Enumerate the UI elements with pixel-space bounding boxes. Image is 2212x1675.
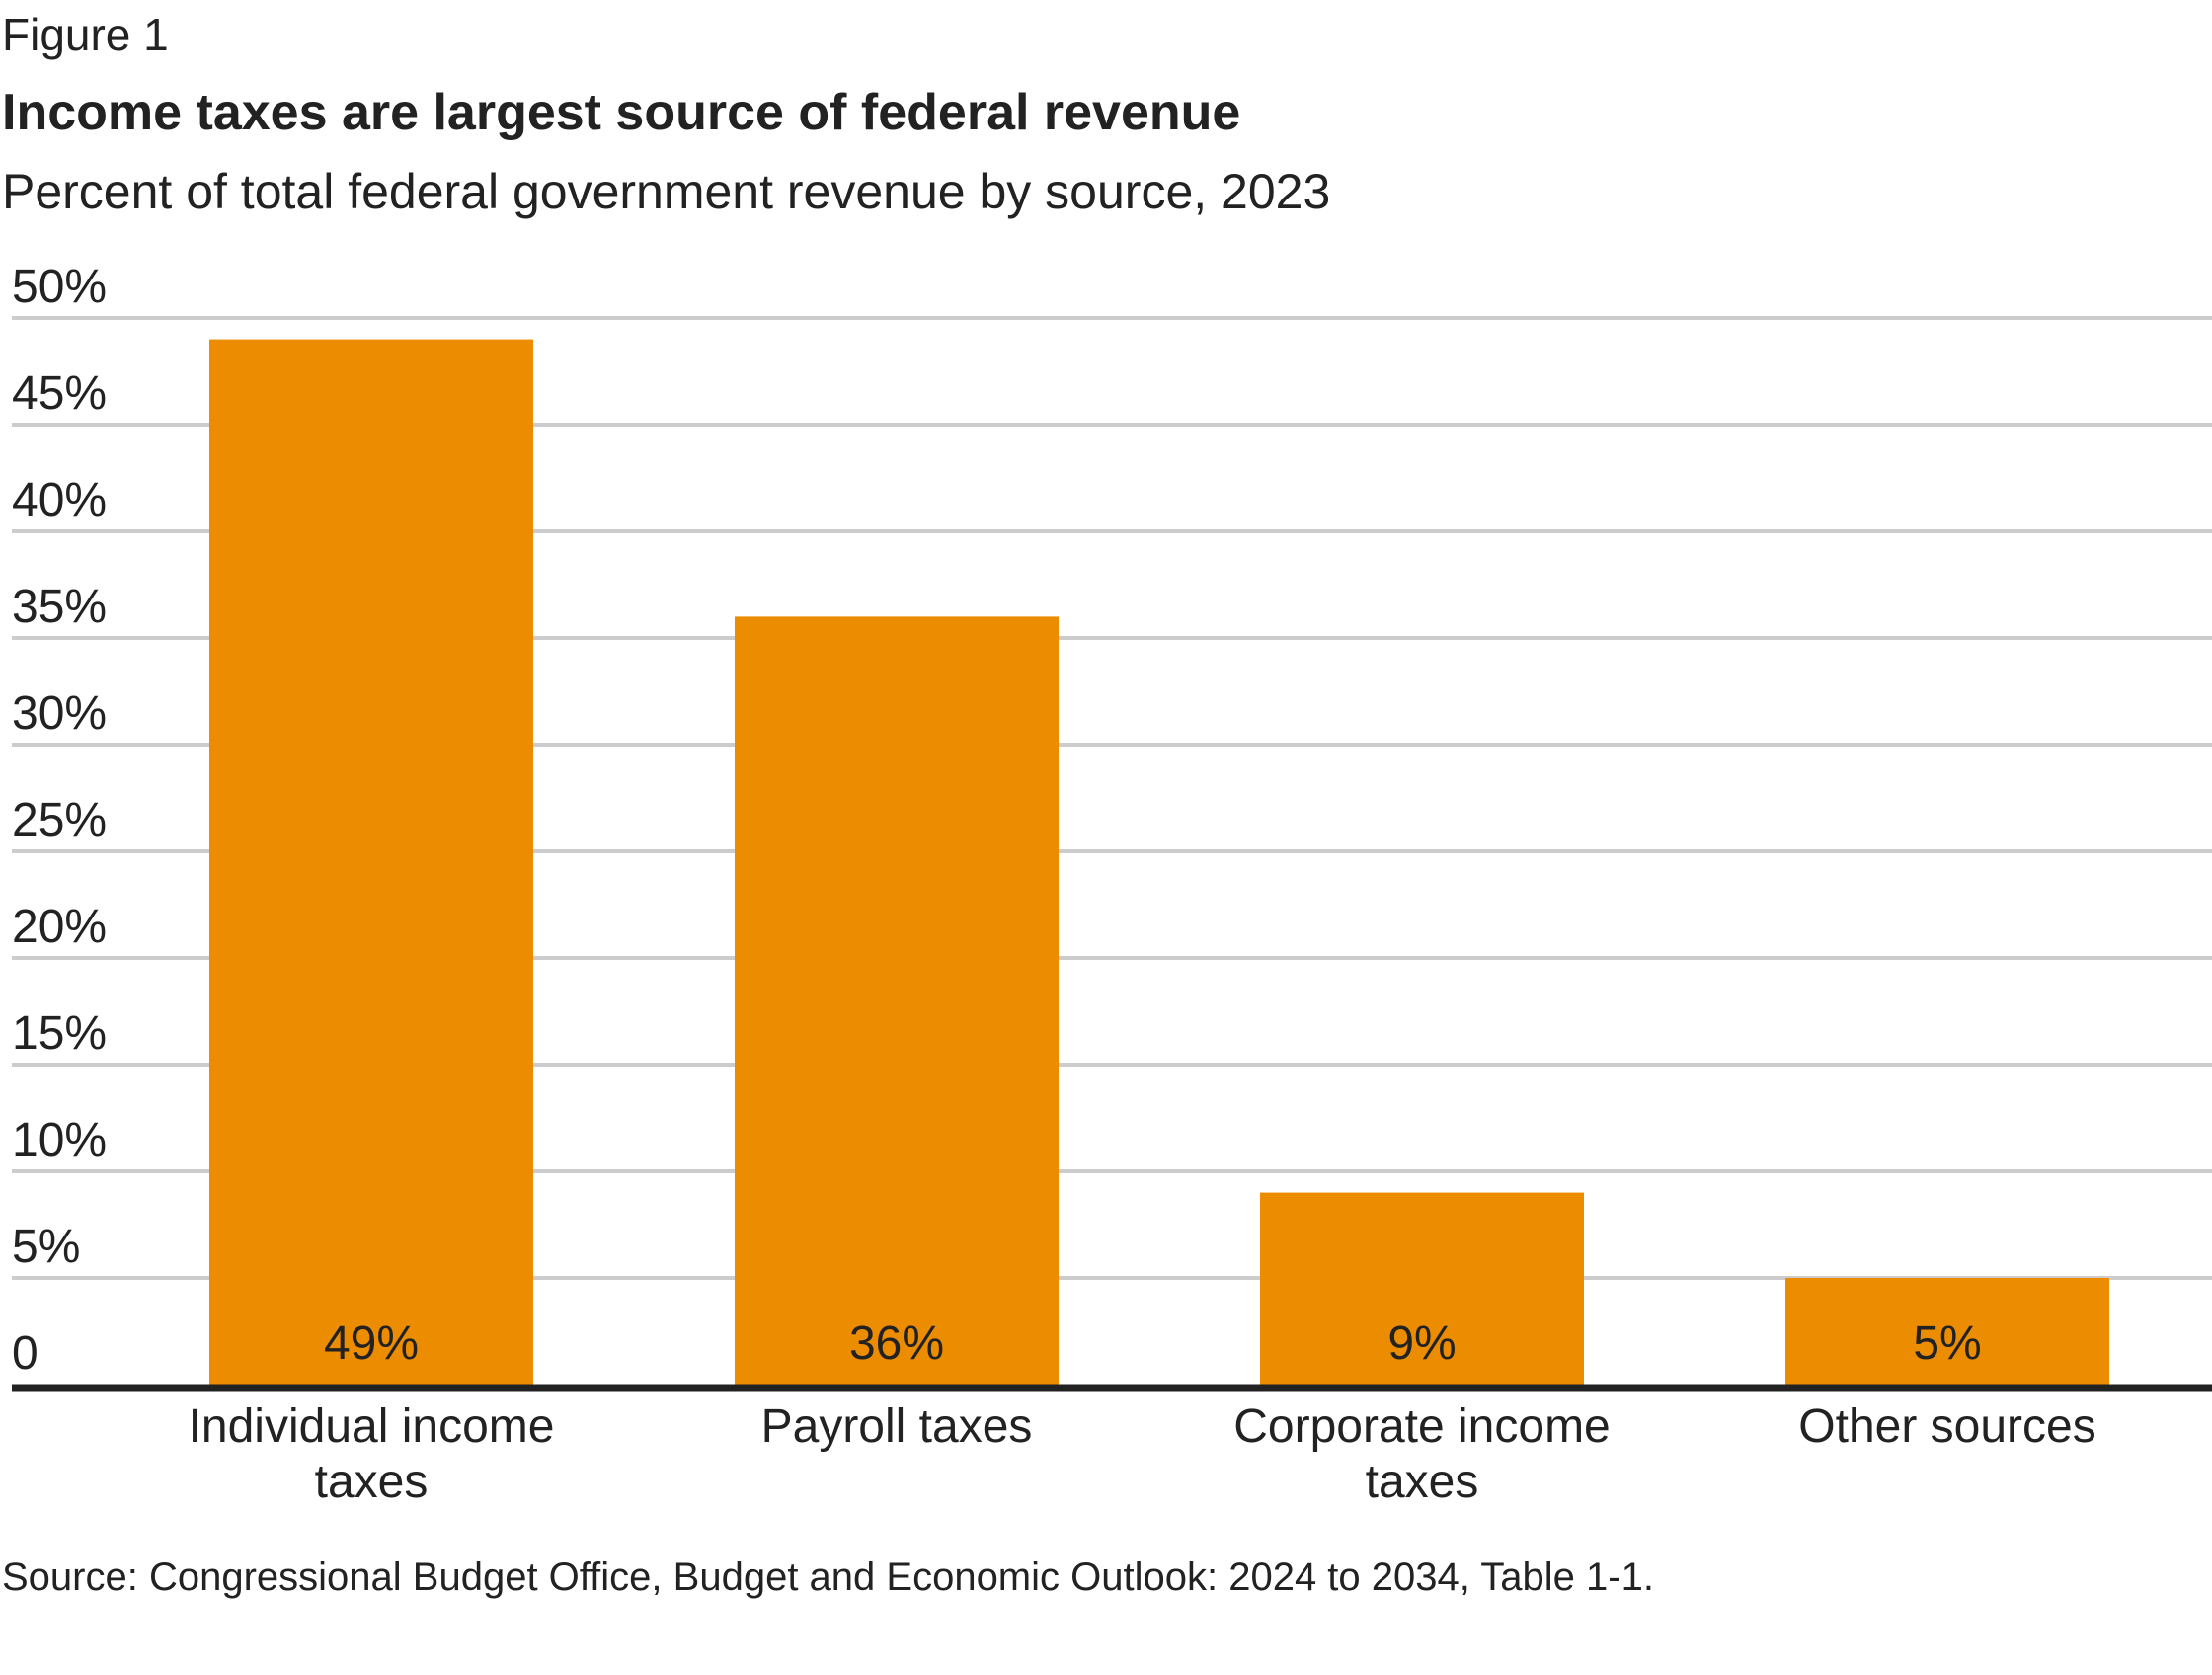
y-axis-ticks: 0 5% 10% 15% 20% 25% 30% 35% 40% 45% 50% (12, 261, 107, 1380)
y-tick-label: 5% (12, 1221, 80, 1273)
y-tick-label: 35% (12, 581, 107, 633)
category-label: Other sources (1798, 1400, 2095, 1453)
bars (209, 339, 2109, 1386)
bar (735, 616, 1059, 1385)
category-label: taxes (1366, 1456, 1479, 1508)
bar (1785, 1278, 2109, 1385)
y-tick-label: 30% (12, 687, 107, 740)
y-tick-label: 45% (12, 367, 107, 420)
figure-label: Figure 1 (2, 9, 169, 60)
category-label: Individual income (189, 1400, 555, 1453)
chart-subtitle: Percent of total federal government reve… (2, 164, 1331, 219)
y-tick-label: 25% (12, 794, 107, 846)
bar-value-label: 5% (1913, 1317, 1981, 1370)
chart-title: Income taxes are largest source of feder… (2, 84, 1241, 141)
bar-chart: 0 5% 10% 15% 20% 25% 30% 35% 40% 45% 50% 49% 36% 9% 5… (12, 261, 2212, 1508)
category-label: taxes (315, 1456, 429, 1508)
bar-value-labels: 49% 36% 9% 5% (324, 1317, 1982, 1370)
bar (1260, 1192, 1584, 1385)
y-tick-label: 40% (12, 474, 107, 526)
bar (209, 339, 533, 1386)
y-tick-label: 50% (12, 261, 107, 313)
bar-value-label: 9% (1387, 1317, 1456, 1370)
y-tick-label: 15% (12, 1007, 107, 1060)
category-label: Corporate income (1233, 1400, 1611, 1453)
y-tick-label: 20% (12, 901, 107, 953)
category-label: Payroll taxes (761, 1400, 1033, 1453)
bar-value-label: 49% (324, 1317, 419, 1370)
bar-value-label: 36% (849, 1317, 944, 1370)
source-note: Source: Congressional Budget Office, Bud… (2, 1555, 1654, 1599)
y-tick-label: 0 (12, 1327, 39, 1380)
y-tick-label: 10% (12, 1114, 107, 1166)
